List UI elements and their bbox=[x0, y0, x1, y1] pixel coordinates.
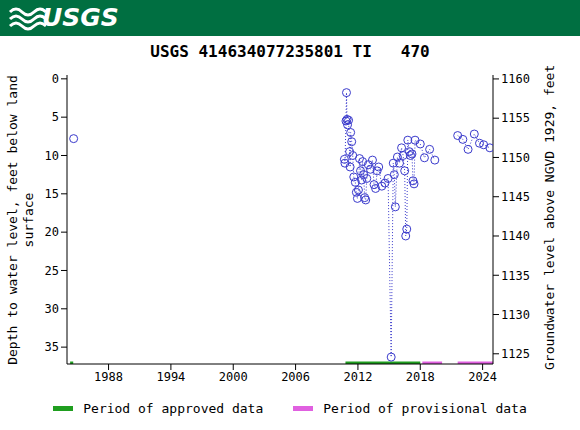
html-text:Depth to water level, feet bel: Depth to water level, feet below land su… bbox=[5, 75, 36, 365]
svg-text:10: 10 bbox=[45, 149, 59, 163]
svg-text:2018: 2018 bbox=[406, 370, 435, 384]
svg-text:30: 30 bbox=[45, 302, 59, 316]
svg-text:2012: 2012 bbox=[343, 370, 372, 384]
html-text:Period of approved data: Period of approved data bbox=[83, 401, 264, 416]
svg-text:1160: 1160 bbox=[501, 72, 530, 86]
svg-text:2000: 2000 bbox=[219, 370, 248, 384]
html-text:Period of provisional data: Period of provisional data bbox=[323, 401, 527, 416]
svg-text:2024: 2024 bbox=[468, 370, 497, 384]
svg-text:1150: 1150 bbox=[501, 151, 530, 165]
svg-text:1988: 1988 bbox=[94, 370, 123, 384]
svg-text:25: 25 bbox=[45, 264, 59, 278]
svg-text:5: 5 bbox=[52, 110, 59, 124]
svg-text:1135: 1135 bbox=[501, 269, 530, 283]
svg-text:20: 20 bbox=[45, 225, 59, 239]
svg-text:2006: 2006 bbox=[281, 370, 310, 384]
svg-text:1145: 1145 bbox=[501, 190, 530, 204]
svg-text:35: 35 bbox=[45, 340, 59, 354]
html-text:USGS 414634077235801 TI 470: USGS 414634077235801 TI 470 bbox=[150, 42, 430, 61]
html-text:Groundwater level above NGVD 1: Groundwater level above NGVD 1929, feet bbox=[542, 64, 557, 370]
html-text:USGS: USGS bbox=[42, 3, 119, 32]
svg-text:1994: 1994 bbox=[156, 370, 185, 384]
svg-text:1125: 1125 bbox=[501, 347, 530, 361]
svg-text:15: 15 bbox=[45, 187, 59, 201]
svg-text:1140: 1140 bbox=[501, 229, 530, 243]
svg-text:1155: 1155 bbox=[501, 111, 530, 125]
svg-text:0: 0 bbox=[52, 72, 59, 86]
svg-text:1130: 1130 bbox=[501, 308, 530, 322]
